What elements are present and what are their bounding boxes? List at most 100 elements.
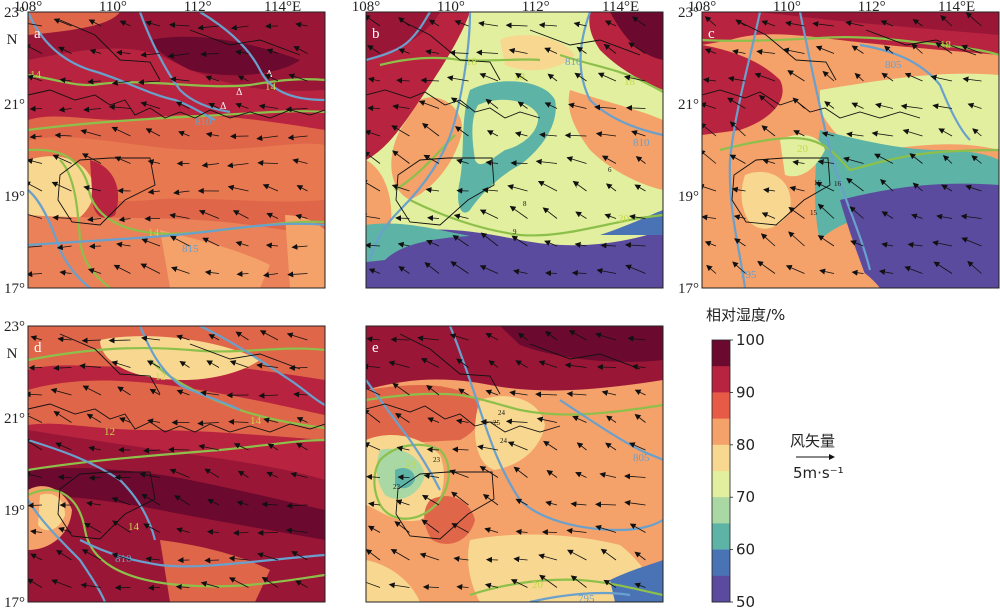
wind-vector <box>140 263 161 274</box>
wind-vector <box>596 364 617 371</box>
wind-vector <box>256 135 279 142</box>
station-marker: Δ <box>236 88 243 98</box>
wind-vector <box>395 499 410 506</box>
legend-level-label: 90 <box>736 383 755 401</box>
wind-vector <box>176 527 190 534</box>
wind-vector <box>28 23 43 27</box>
wind-vector <box>706 264 717 274</box>
lat-tick-label: 21° <box>4 411 25 427</box>
wind-vector <box>290 471 308 478</box>
wind-vector <box>603 43 617 54</box>
wind-vector <box>511 235 528 247</box>
wind-vector <box>574 241 587 248</box>
wind-vector <box>815 181 835 192</box>
wind-vector <box>391 125 410 137</box>
wind-vector <box>454 20 469 27</box>
lat-tick-label: 23° <box>4 5 25 21</box>
wind-vector <box>907 241 923 248</box>
wind-vector <box>262 271 279 278</box>
wind-vector <box>58 46 72 54</box>
wind-vector <box>508 47 528 54</box>
station-value: 15 <box>810 209 818 217</box>
contour-label-blue: 810 <box>195 116 212 128</box>
legend-level-label: 80 <box>736 436 755 454</box>
wind-vector <box>603 579 617 588</box>
wind-vector <box>197 24 220 31</box>
wind-vector <box>845 20 864 27</box>
wind-vector <box>206 528 220 535</box>
lat-unit-label: N <box>7 346 18 362</box>
wind-vector <box>112 520 131 533</box>
wind-vector <box>147 188 161 195</box>
wind-vector <box>291 551 308 561</box>
wind-vector <box>230 24 249 31</box>
wind-vector <box>513 466 528 478</box>
lat-unit-label: N <box>7 32 18 48</box>
wind-vector <box>228 418 249 425</box>
legend-labels: 100 90 80 70 60 50 <box>730 331 765 611</box>
wind-vector <box>453 555 469 562</box>
wind-vector <box>881 72 894 82</box>
wind-vector <box>760 233 776 247</box>
wind-vector <box>576 442 587 451</box>
wind-vector <box>263 417 279 424</box>
wind-vector <box>81 337 102 344</box>
wind-vector <box>605 183 617 192</box>
wind-vector <box>454 126 469 137</box>
wind-vector <box>851 269 864 276</box>
wind-vector <box>366 442 381 451</box>
wind-vector <box>846 131 864 138</box>
wind-vector <box>824 101 835 109</box>
wind-vector <box>422 584 440 591</box>
wind-vector <box>167 52 190 59</box>
wind-vector <box>880 178 894 192</box>
wind-vector <box>568 102 587 109</box>
wind-vector <box>482 187 499 194</box>
wind-vector <box>390 548 410 561</box>
wind-vector <box>202 237 220 247</box>
wind-vector <box>940 15 953 27</box>
wind-vector <box>421 494 440 506</box>
wind-vector <box>509 390 528 397</box>
wind-vector <box>266 471 279 478</box>
lon-tick-label: 114°E <box>602 0 639 15</box>
wind-vector <box>141 238 161 247</box>
wind-vector <box>237 470 249 478</box>
wind-vector <box>761 125 776 137</box>
wind-vector <box>396 77 410 84</box>
wind-vector <box>546 470 558 478</box>
panel-c: 18 20 805 795 16 15 16 c <box>701 11 1000 289</box>
wind-vector <box>702 183 717 192</box>
wind-vector <box>197 420 220 427</box>
wind-vector <box>846 177 864 192</box>
wind-vector <box>600 242 617 249</box>
wind-vector <box>933 261 953 274</box>
wind-vector <box>761 20 776 27</box>
wind-vector <box>451 523 469 533</box>
wind-vector <box>367 525 381 533</box>
wind-vector <box>854 72 864 82</box>
wind-vector <box>207 499 220 506</box>
wind-vector <box>291 243 308 250</box>
wind-vector <box>29 133 43 140</box>
wind-vector <box>758 94 776 109</box>
wind-vector <box>757 260 776 274</box>
wind-vector <box>143 523 161 533</box>
wind-vector <box>458 388 469 396</box>
wind-vector <box>735 19 746 27</box>
wind-vector <box>264 74 279 82</box>
wind-vector <box>368 501 381 508</box>
wind-vector <box>179 360 190 368</box>
wind-vector <box>420 77 440 84</box>
contour-label-blue: 810 <box>565 56 582 68</box>
wind-vector <box>51 579 72 588</box>
wind-vector <box>427 417 440 423</box>
wind-vector <box>564 132 587 139</box>
wind-vector <box>261 576 279 588</box>
wind-vector <box>235 240 249 247</box>
wind-vector <box>117 386 131 396</box>
wind-vector <box>425 187 440 193</box>
wind-vector <box>704 16 717 27</box>
wind-vector <box>83 185 102 192</box>
